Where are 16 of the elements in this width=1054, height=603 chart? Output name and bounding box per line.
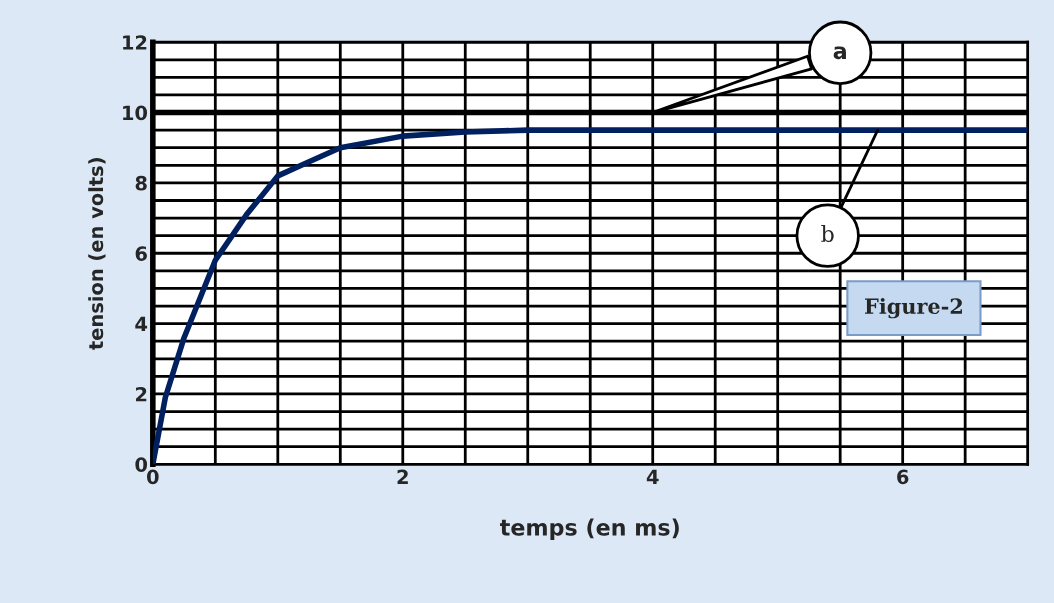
annotation: a	[833, 46, 846, 60]
y-tick-label: 12	[123, 35, 147, 50]
y-tick-label: 8	[135, 175, 147, 191]
x-tick-label: 6	[897, 469, 909, 485]
annotation: b	[821, 224, 834, 243]
y-tick-label: 0	[135, 457, 148, 472]
x-tick-label: 0	[147, 469, 159, 485]
x-tick-label: 2	[397, 469, 408, 484]
y-tick-label: 6	[135, 246, 147, 261]
y-tick-label: 10	[123, 105, 148, 121]
y-tick-label: 2	[135, 386, 147, 402]
x-tick-label: 4	[646, 469, 659, 484]
x-axis-title: temps (en ms)	[500, 518, 679, 541]
y-tick-label: 4	[135, 316, 148, 331]
y-axis-title: tension (en volts)	[88, 158, 106, 350]
annotation: Figure-2	[865, 297, 962, 319]
